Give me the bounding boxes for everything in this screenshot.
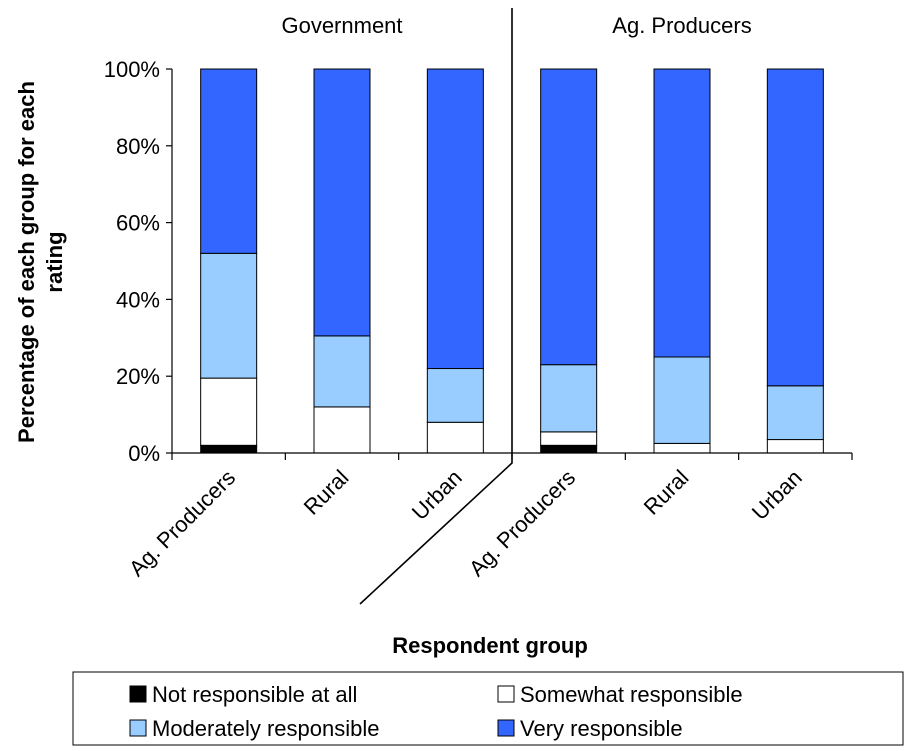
bar-segment (540, 431, 598, 446)
legend-swatch (129, 685, 147, 703)
bar-segment (426, 68, 484, 370)
legend-label: Very responsible (520, 716, 683, 741)
bar-segment (653, 68, 711, 358)
bars (200, 68, 824, 454)
bar-segment (766, 439, 824, 454)
bar-segment (313, 406, 371, 454)
legend-label: Somewhat responsible (520, 682, 743, 707)
legend-swatch (129, 719, 147, 737)
group-divider (359, 8, 513, 605)
bar-segment (766, 68, 824, 387)
x-category-label: Ag. Producers (124, 465, 240, 581)
y-tick-label: 100% (104, 57, 160, 82)
group-label: Ag. Producers (612, 13, 751, 38)
bar-segment (313, 335, 371, 408)
bar-segment (540, 68, 598, 366)
x-category-label: Urban (407, 465, 467, 525)
bar-segment (313, 68, 371, 337)
bar-segment (540, 364, 598, 433)
bar-segment (426, 368, 484, 423)
x-category-label: Rural (299, 465, 354, 520)
y-axis-title: Percentage of each group for each rating (14, 81, 67, 443)
bar-segment (200, 377, 258, 446)
bar-segment (653, 356, 711, 444)
legend-box (72, 671, 904, 746)
y-axis-title-line: rating (42, 231, 67, 292)
y-axis-title-line: Percentage of each group for each (14, 81, 39, 443)
y-tick-label: 60% (116, 211, 160, 236)
x-axis-title: Respondent group (392, 633, 588, 658)
bar-segment (200, 252, 258, 379)
legend-swatch (497, 719, 515, 737)
axes (166, 8, 853, 605)
y-tick-label: 80% (116, 134, 160, 159)
legend-label: Moderately responsible (152, 716, 379, 741)
x-category-label: Rural (639, 465, 694, 520)
x-category-label: Ag. Producers (464, 465, 580, 581)
legend-label: Not responsible at all (152, 682, 357, 707)
bar-segment (200, 68, 258, 254)
bar-segment (540, 444, 598, 454)
y-tick-label: 20% (116, 364, 160, 389)
x-category-label: Urban (747, 465, 807, 525)
bar-segment (653, 442, 711, 454)
legend-swatch (497, 685, 515, 703)
y-tick-label: 40% (116, 287, 160, 312)
group-label: Government (281, 13, 402, 38)
bar-segment (766, 385, 824, 441)
y-tick-label: 0% (128, 441, 160, 466)
bar-segment (426, 421, 484, 454)
bar-segment (200, 444, 258, 454)
legend: Not responsible at all Somewhat responsib… (72, 671, 904, 746)
